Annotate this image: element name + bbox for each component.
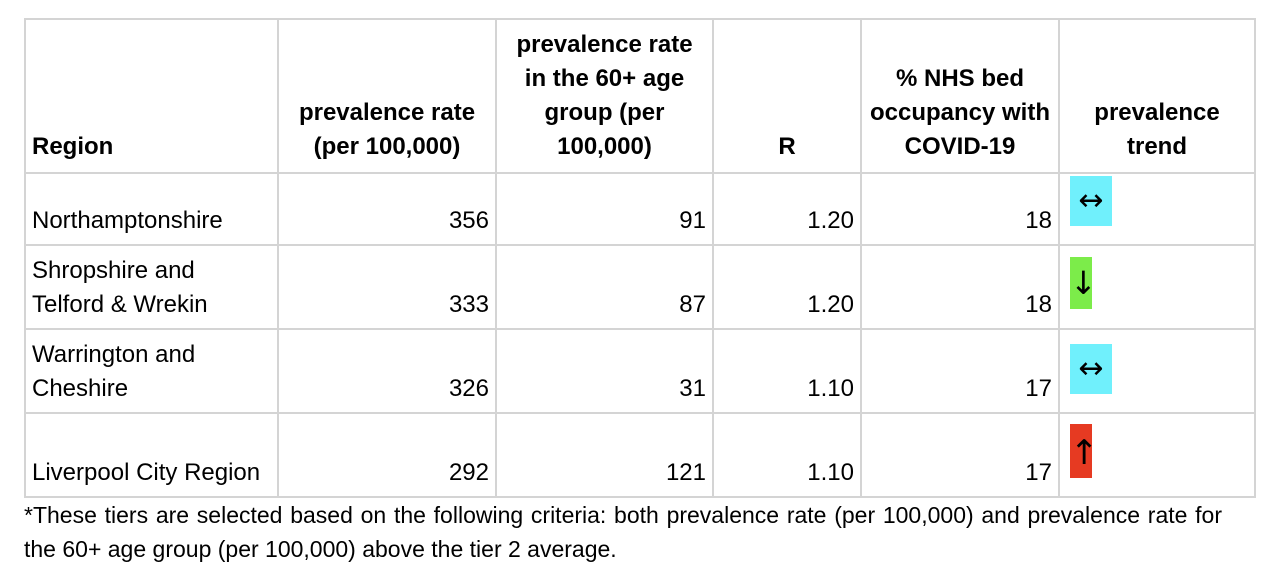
steady-arrow-icon: ↔ — [1070, 344, 1112, 394]
r-cell: 1.10 — [712, 412, 862, 498]
prevalence-cell: 292 — [277, 412, 497, 498]
r-cell: 1.20 — [712, 244, 862, 330]
prevalence-table: Region prevalence rate (per 100,000) pre… — [24, 18, 1256, 498]
header-trend: prevalence trend — [1058, 18, 1256, 174]
prevalence-60-cell: 91 — [495, 172, 714, 246]
prevalence-cell: 326 — [277, 328, 497, 414]
footnote: *These tiers are selected based on the f… — [24, 502, 1222, 562]
table-row: Liverpool City Region 292 121 1.10 17 ↑ — [24, 412, 1256, 498]
prevalence-60-cell: 121 — [495, 412, 714, 498]
prevalence-60-cell: 31 — [495, 328, 714, 414]
trend-cell: ↔ — [1058, 328, 1256, 414]
header-prevalence: prevalence rate (per 100,000) — [277, 18, 497, 174]
nhs-occupancy-cell: 18 — [860, 172, 1060, 246]
up-arrow-icon: ↑ — [1070, 424, 1099, 478]
region-cell: Northamptonshire — [24, 172, 279, 246]
trend-cell: ↑ — [1058, 412, 1256, 498]
prevalence-60-cell: 87 — [495, 244, 714, 330]
r-cell: 1.20 — [712, 172, 862, 246]
steady-arrow-icon: ↔ — [1070, 176, 1112, 226]
prevalence-cell: 333 — [277, 244, 497, 330]
header-nhs-occupancy: % NHS bed occupancy with COVID-19 — [860, 18, 1060, 174]
nhs-occupancy-cell: 18 — [860, 244, 1060, 330]
r-cell: 1.10 — [712, 328, 862, 414]
down-arrow-icon: ↓ — [1070, 257, 1097, 309]
table-row: Shropshire and Telford & Wrekin 333 87 1… — [24, 244, 1256, 330]
region-cell: Warrington and Cheshire — [24, 328, 279, 414]
nhs-occupancy-cell: 17 — [860, 328, 1060, 414]
region-cell: Shropshire and Telford & Wrekin — [24, 244, 279, 330]
header-prevalence-60: prevalence rate in the 60+ age group (pe… — [495, 18, 714, 174]
nhs-occupancy-cell: 17 — [860, 412, 1060, 498]
prevalence-cell: 356 — [277, 172, 497, 246]
region-cell: Liverpool City Region — [24, 412, 279, 498]
table-header-row: Region prevalence rate (per 100,000) pre… — [24, 18, 1256, 174]
table-row: Warrington and Cheshire 326 31 1.10 17 ↔ — [24, 328, 1256, 414]
table-row: Northamptonshire 356 91 1.20 18 ↔ — [24, 172, 1256, 246]
header-region: Region — [24, 18, 279, 174]
header-r: R — [712, 18, 862, 174]
trend-cell: ↓ — [1058, 244, 1256, 330]
trend-cell: ↔ — [1058, 172, 1256, 246]
